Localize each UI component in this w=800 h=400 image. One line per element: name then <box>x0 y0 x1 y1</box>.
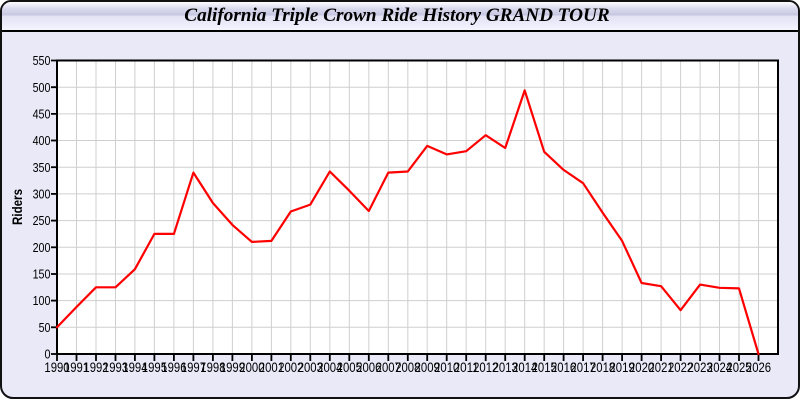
svg-text:1994: 1994 <box>122 359 147 375</box>
svg-text:2012: 2012 <box>473 359 498 375</box>
svg-text:500: 500 <box>33 80 51 95</box>
svg-text:2014: 2014 <box>512 359 537 375</box>
svg-text:2017: 2017 <box>571 359 596 375</box>
svg-text:2008: 2008 <box>395 359 420 375</box>
svg-text:1993: 1993 <box>103 359 128 375</box>
svg-text:2021: 2021 <box>649 359 674 375</box>
svg-text:1991: 1991 <box>64 359 89 375</box>
svg-text:2005: 2005 <box>337 359 362 375</box>
svg-text:1998: 1998 <box>200 359 225 375</box>
svg-text:2018: 2018 <box>590 359 615 375</box>
svg-text:2011: 2011 <box>454 359 479 375</box>
svg-text:1995: 1995 <box>142 359 167 375</box>
svg-text:2007: 2007 <box>376 359 401 375</box>
svg-text:2015: 2015 <box>532 359 557 375</box>
svg-text:150: 150 <box>33 267 51 282</box>
svg-text:2001: 2001 <box>259 359 284 375</box>
svg-text:1996: 1996 <box>161 359 186 375</box>
svg-text:2013: 2013 <box>493 359 518 375</box>
svg-text:2026: 2026 <box>746 359 771 375</box>
svg-text:350: 350 <box>33 160 51 175</box>
svg-text:100: 100 <box>33 293 51 308</box>
svg-text:250: 250 <box>33 213 51 228</box>
svg-text:2020: 2020 <box>629 359 654 375</box>
svg-text:200: 200 <box>33 240 51 255</box>
svg-text:1992: 1992 <box>83 359 108 375</box>
svg-text:2019: 2019 <box>610 359 635 375</box>
svg-text:2016: 2016 <box>551 359 576 375</box>
svg-text:50: 50 <box>39 320 51 335</box>
svg-text:2002: 2002 <box>278 359 303 375</box>
svg-text:2023: 2023 <box>688 359 713 375</box>
svg-text:550: 550 <box>33 53 51 68</box>
svg-text:2009: 2009 <box>415 359 440 375</box>
svg-text:2024: 2024 <box>707 359 732 375</box>
svg-text:2025: 2025 <box>726 359 751 375</box>
svg-text:1997: 1997 <box>181 359 206 375</box>
svg-text:1999: 1999 <box>220 359 245 375</box>
svg-text:2006: 2006 <box>356 359 381 375</box>
svg-text:2004: 2004 <box>317 359 342 375</box>
svg-text:2010: 2010 <box>434 359 459 375</box>
svg-text:2022: 2022 <box>668 359 693 375</box>
svg-text:400: 400 <box>33 133 51 148</box>
svg-text:2003: 2003 <box>298 359 323 375</box>
svg-text:0: 0 <box>45 347 51 362</box>
svg-text:Riders: Riders <box>9 189 25 225</box>
svg-text:300: 300 <box>33 187 51 202</box>
svg-text:2000: 2000 <box>239 359 264 375</box>
svg-text:450: 450 <box>33 107 51 122</box>
svg-text:1990: 1990 <box>44 359 69 375</box>
